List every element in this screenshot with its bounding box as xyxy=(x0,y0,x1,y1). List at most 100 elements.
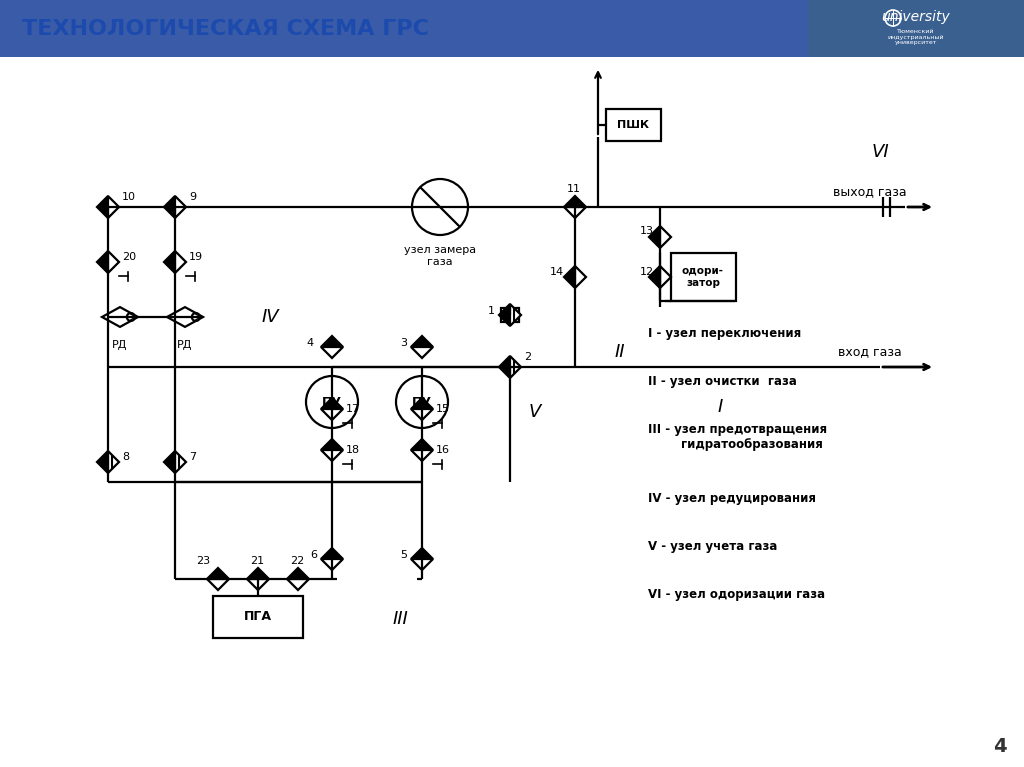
Polygon shape xyxy=(97,451,108,473)
Polygon shape xyxy=(207,568,229,579)
Text: 10: 10 xyxy=(122,192,136,202)
Polygon shape xyxy=(207,579,229,590)
Text: 15: 15 xyxy=(436,404,450,414)
Text: university: university xyxy=(882,10,950,24)
Text: 7: 7 xyxy=(189,452,197,462)
Text: вход газа: вход газа xyxy=(838,345,902,358)
Text: выход газа: выход газа xyxy=(834,186,907,199)
Polygon shape xyxy=(102,307,138,327)
Polygon shape xyxy=(411,409,433,420)
Text: ПУ: ПУ xyxy=(322,396,342,409)
Text: 21: 21 xyxy=(250,556,264,566)
Circle shape xyxy=(396,376,449,428)
Text: одори-
затор: одори- затор xyxy=(682,266,724,288)
Polygon shape xyxy=(321,439,343,450)
Polygon shape xyxy=(164,451,175,473)
Text: II - узел очистки  газа: II - узел очистки газа xyxy=(648,375,797,388)
Polygon shape xyxy=(649,266,660,288)
Text: VI - узел одоризации газа: VI - узел одоризации газа xyxy=(648,588,825,601)
Polygon shape xyxy=(411,439,433,450)
Polygon shape xyxy=(108,196,119,218)
Circle shape xyxy=(306,376,358,428)
Text: РД: РД xyxy=(177,340,193,350)
Text: V - узел учета газа: V - узел учета газа xyxy=(648,540,777,553)
Text: V: V xyxy=(528,403,542,421)
Polygon shape xyxy=(411,450,433,461)
Polygon shape xyxy=(321,347,343,358)
Polygon shape xyxy=(108,451,119,473)
Text: 8: 8 xyxy=(122,452,129,462)
Polygon shape xyxy=(321,450,343,461)
Polygon shape xyxy=(167,307,203,327)
Bar xyxy=(671,253,735,301)
Text: ПУ: ПУ xyxy=(412,396,432,409)
Polygon shape xyxy=(321,548,343,559)
Polygon shape xyxy=(321,559,343,570)
Polygon shape xyxy=(247,568,269,579)
Text: IV - узел редуцирования: IV - узел редуцирования xyxy=(648,492,816,505)
Text: ПШК: ПШК xyxy=(617,120,649,130)
Text: 9: 9 xyxy=(189,192,197,202)
Text: 1: 1 xyxy=(488,306,495,316)
Text: ПГА: ПГА xyxy=(244,611,272,624)
Polygon shape xyxy=(575,266,586,288)
Text: 6: 6 xyxy=(310,550,317,560)
Text: III - узел предотвращения
        гидратообразования: III - узел предотвращения гидратообразов… xyxy=(648,423,827,451)
Circle shape xyxy=(127,313,135,321)
Polygon shape xyxy=(321,409,343,420)
Text: 4: 4 xyxy=(306,338,313,348)
Bar xyxy=(605,109,660,141)
Bar xyxy=(0,0,1024,57)
Circle shape xyxy=(412,179,468,235)
Text: РД: РД xyxy=(113,340,128,350)
Polygon shape xyxy=(175,451,186,473)
Polygon shape xyxy=(411,347,433,358)
Text: 19: 19 xyxy=(189,252,203,262)
Text: 22: 22 xyxy=(290,556,304,566)
Text: ТЕХНОЛОГИЧЕСКАЯ СХЕМА ГРС: ТЕХНОЛОГИЧЕСКАЯ СХЕМА ГРС xyxy=(22,19,429,39)
Text: I: I xyxy=(718,398,723,416)
Text: VI: VI xyxy=(871,143,889,161)
Text: 20: 20 xyxy=(122,252,136,262)
Text: 12: 12 xyxy=(640,267,654,277)
Polygon shape xyxy=(164,251,175,273)
Bar xyxy=(213,596,303,638)
Polygon shape xyxy=(247,579,269,590)
Polygon shape xyxy=(510,304,521,326)
Text: 17: 17 xyxy=(346,404,360,414)
Text: 13: 13 xyxy=(640,226,654,236)
Text: II: II xyxy=(614,343,626,361)
Polygon shape xyxy=(411,398,433,409)
Polygon shape xyxy=(411,548,433,559)
Text: 11: 11 xyxy=(567,184,581,194)
Polygon shape xyxy=(499,356,510,378)
Polygon shape xyxy=(411,336,433,347)
Polygon shape xyxy=(108,251,119,273)
Polygon shape xyxy=(164,196,175,218)
Polygon shape xyxy=(321,336,343,347)
Polygon shape xyxy=(287,568,309,579)
Text: 18: 18 xyxy=(346,445,360,455)
Bar xyxy=(808,0,1024,57)
Polygon shape xyxy=(175,196,186,218)
Text: 5: 5 xyxy=(400,550,407,560)
Text: 14: 14 xyxy=(550,267,564,277)
Polygon shape xyxy=(564,196,586,207)
Text: 3: 3 xyxy=(400,338,407,348)
Polygon shape xyxy=(564,266,575,288)
Text: I - узел переключения: I - узел переключения xyxy=(648,327,801,340)
Polygon shape xyxy=(649,226,660,248)
Polygon shape xyxy=(660,266,671,288)
Polygon shape xyxy=(499,304,510,326)
Text: 4: 4 xyxy=(993,738,1007,756)
Text: 16: 16 xyxy=(436,445,450,455)
Polygon shape xyxy=(321,398,343,409)
Text: Тюменский
индустриальный
университет: Тюменский индустриальный университет xyxy=(888,28,944,45)
Text: 2: 2 xyxy=(524,352,531,362)
Text: узел замера
газа: узел замера газа xyxy=(403,245,476,267)
Text: 23: 23 xyxy=(196,556,210,566)
Polygon shape xyxy=(175,251,186,273)
Polygon shape xyxy=(411,559,433,570)
Circle shape xyxy=(191,313,200,321)
Polygon shape xyxy=(97,196,108,218)
